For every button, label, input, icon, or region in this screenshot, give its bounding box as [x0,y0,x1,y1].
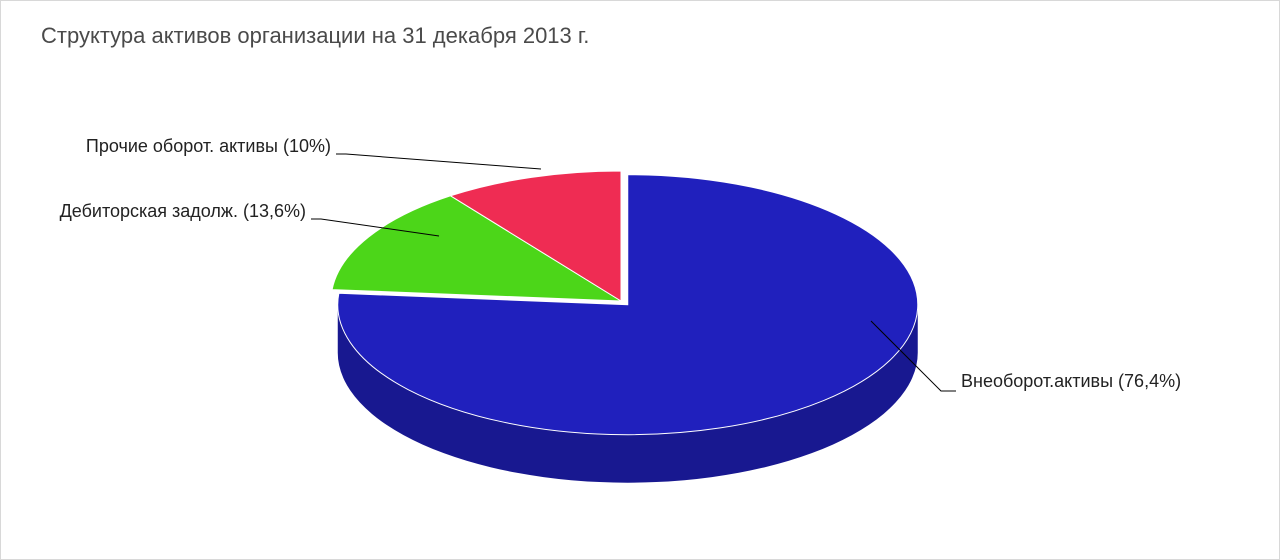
slice-label: Прочие оборот. активы (10%) [86,136,331,156]
slice-label: Внеоборот.активы (76,4%) [961,371,1181,391]
pie-chart-svg: Внеоборот.активы (76,4%) Дебиторская задо… [1,1,1280,560]
slice-label: Дебиторская задолж. (13,6%) [60,201,306,221]
chart-container: Структура активов организации на 31 дека… [0,0,1280,560]
